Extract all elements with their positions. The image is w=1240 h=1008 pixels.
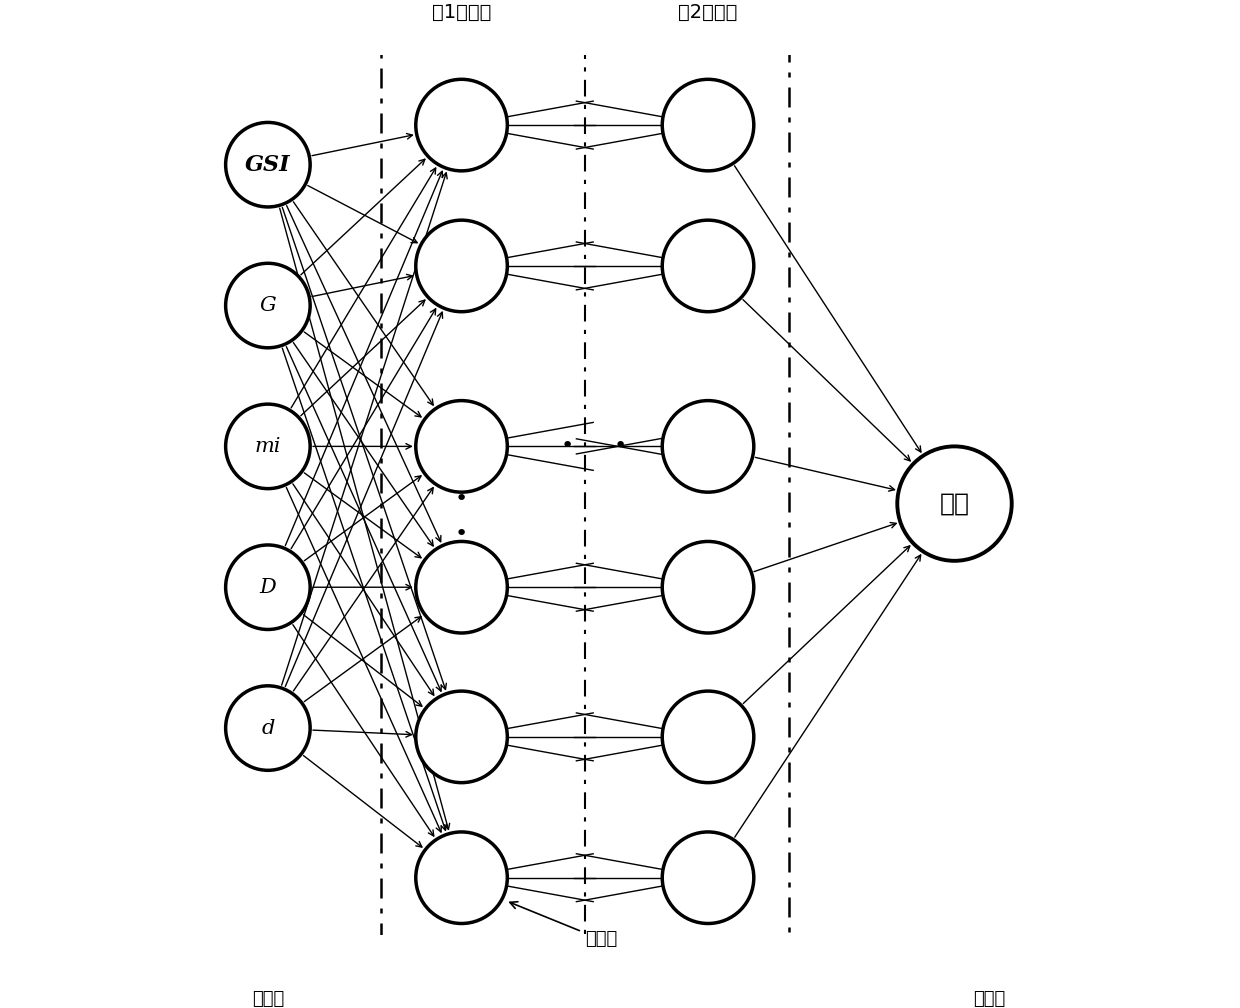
- Text: 第2隐含层: 第2隐含层: [678, 3, 738, 22]
- Text: G: G: [259, 296, 277, 316]
- Text: 输出层: 输出层: [973, 990, 1006, 1008]
- Circle shape: [226, 545, 310, 629]
- Circle shape: [415, 400, 507, 492]
- Text: •: •: [455, 489, 469, 509]
- Text: mi: mi: [254, 436, 281, 456]
- Circle shape: [415, 691, 507, 782]
- Circle shape: [226, 404, 310, 489]
- Circle shape: [898, 447, 1012, 560]
- Circle shape: [415, 541, 507, 633]
- Circle shape: [662, 832, 754, 923]
- Circle shape: [662, 691, 754, 782]
- Circle shape: [415, 80, 507, 171]
- Text: 隐含层: 隐含层: [510, 902, 618, 949]
- Text: d: d: [262, 719, 274, 738]
- Text: •: •: [666, 436, 680, 457]
- Circle shape: [662, 400, 754, 492]
- Text: GSI: GSI: [246, 153, 290, 175]
- Circle shape: [415, 832, 507, 923]
- Circle shape: [226, 263, 310, 348]
- Text: •: •: [455, 524, 469, 544]
- Text: 输入层: 输入层: [252, 990, 284, 1008]
- Circle shape: [226, 685, 310, 770]
- Text: 第1隐含层: 第1隐含层: [432, 3, 491, 22]
- Bar: [381, 44, 789, 959]
- Text: •: •: [560, 436, 574, 457]
- Circle shape: [415, 220, 507, 311]
- Text: •: •: [614, 436, 626, 457]
- Text: D: D: [259, 578, 277, 597]
- Circle shape: [226, 122, 310, 207]
- Circle shape: [662, 541, 754, 633]
- Circle shape: [662, 80, 754, 171]
- Text: 振速: 振速: [940, 492, 970, 516]
- Circle shape: [662, 220, 754, 311]
